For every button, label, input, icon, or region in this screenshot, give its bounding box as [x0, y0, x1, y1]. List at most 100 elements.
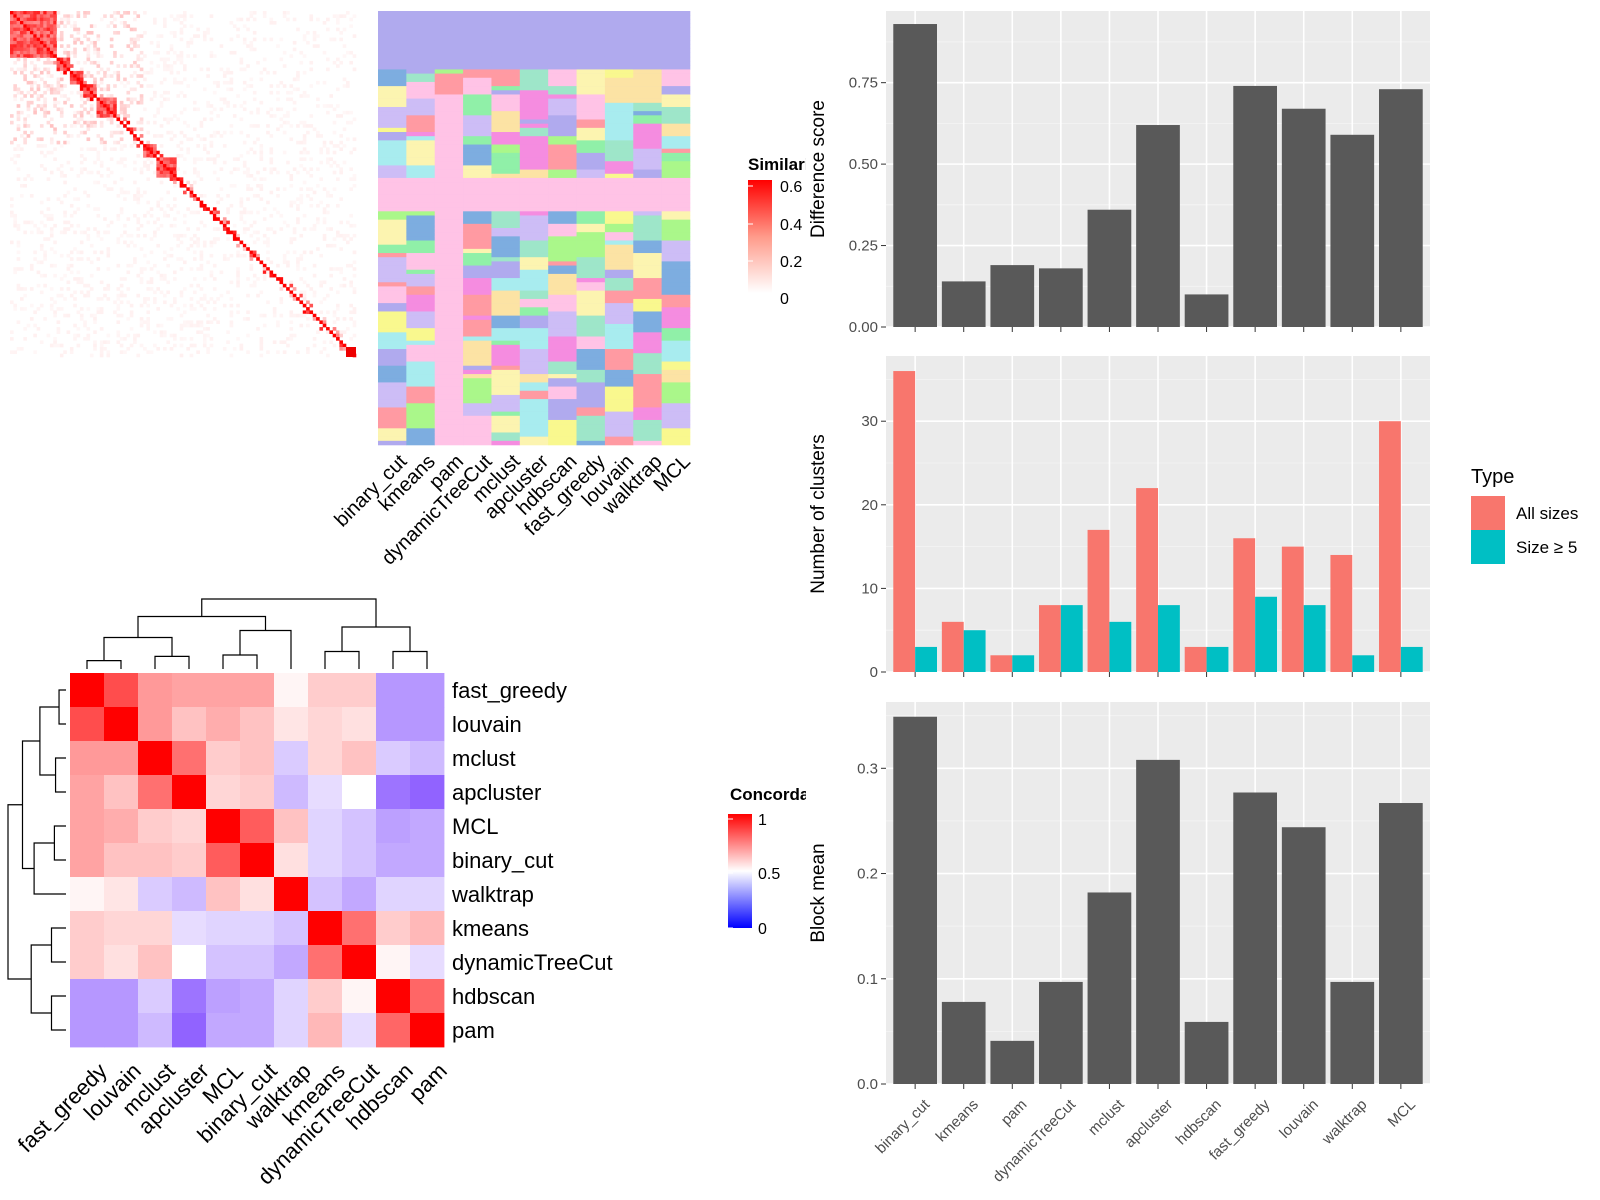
similarity-cell [163, 170, 167, 175]
assignment-cell [434, 428, 464, 433]
similarity-cell [99, 350, 104, 354]
similarity-cell [59, 343, 64, 348]
similarity-cell [202, 223, 207, 228]
similarity-cell [296, 257, 300, 261]
similarity-cell [282, 130, 287, 135]
assignment-cell [604, 98, 634, 104]
assignment-cell [406, 48, 436, 54]
similarity-cell [63, 17, 67, 22]
assignment-cell [604, 432, 634, 437]
similarity-cell [146, 317, 151, 321]
assignment-cell [519, 111, 549, 116]
similarity-cell [246, 293, 250, 298]
similarity-cell [16, 30, 21, 35]
concordance-cell [274, 673, 309, 708]
assignment-cell [434, 415, 464, 421]
similarity-cell [329, 267, 334, 271]
assignment-cell [576, 386, 606, 392]
similarity-cell [36, 307, 41, 311]
similarity-cell [23, 27, 27, 32]
similarity-cell [79, 124, 84, 128]
assignment-cell [491, 269, 521, 275]
similarity-cell [169, 253, 174, 258]
similarity-cell [173, 160, 177, 165]
similarity-cell [262, 14, 267, 18]
similarity-cell [16, 177, 21, 181]
similarity-cell [349, 110, 353, 115]
similarity-cell [276, 263, 280, 268]
similarity-cell [186, 227, 190, 231]
similarity-cell [239, 117, 244, 122]
similarity-cell [113, 70, 117, 75]
similarity-cell [139, 303, 144, 308]
similarity-cell [163, 250, 167, 255]
similarity-cell [202, 30, 207, 35]
similarity-cell [39, 54, 44, 58]
similarity-cell [219, 134, 224, 138]
similarity-cell [259, 260, 264, 265]
similarity-cell [302, 124, 307, 128]
similarity-cell [276, 84, 280, 88]
similarity-cell [123, 117, 127, 122]
similarity-cell [43, 50, 47, 55]
similarity-cell [176, 14, 180, 18]
assignment-cell [633, 407, 662, 412]
assignment-cell [406, 77, 436, 83]
similarity-cell [53, 104, 57, 108]
similarity-cell [336, 230, 340, 235]
similarity-cell [149, 207, 154, 211]
similarity-cell [106, 84, 111, 88]
similarity-cell [169, 44, 174, 48]
similarity-cell [143, 164, 147, 168]
similarity-cell [29, 193, 34, 198]
assignment-cell [576, 428, 606, 433]
assignment-cell [519, 56, 549, 62]
similarity-cell [49, 20, 54, 25]
similarity-cell [202, 137, 207, 142]
similarity-cell [349, 310, 353, 315]
assignment-cell [463, 81, 492, 87]
similarity-cell [29, 34, 34, 38]
assignment-cell [519, 407, 549, 412]
similarity-cell [232, 184, 237, 188]
similarity-cell [59, 44, 64, 48]
similarity-cell [59, 114, 64, 118]
similarity-cell [113, 114, 117, 118]
similarity-cell [186, 323, 190, 328]
similarity-cell [266, 200, 270, 205]
concordance-cell [70, 741, 105, 776]
assignment-cell [548, 123, 577, 129]
assignment-cell [604, 140, 634, 145]
similarity-cell [183, 260, 187, 265]
similarity-cell [192, 323, 197, 328]
similarity-cell [229, 320, 234, 325]
similarity-cell [206, 207, 210, 211]
similarity-cell [116, 240, 121, 245]
assignment-cell [576, 336, 606, 341]
assignment-cell [576, 173, 606, 179]
similarity-cell [183, 24, 187, 28]
similarity-cell [183, 337, 187, 341]
similarity-cell [159, 273, 164, 278]
similarity-cell [66, 227, 71, 231]
similarity-cell [192, 170, 197, 175]
assignment-cell [519, 115, 549, 120]
assignment-cell [633, 52, 662, 58]
assignment-cell [604, 282, 634, 287]
similarity-cell [43, 40, 47, 45]
assignment-cell [604, 257, 634, 262]
similarity-cell [256, 257, 260, 261]
bar [1039, 268, 1083, 327]
similarity-cell [322, 323, 327, 328]
row-dendrogram-branch [39, 706, 60, 776]
similarity-cell [199, 250, 204, 255]
similarity-cell [202, 333, 207, 338]
similarity-cell [16, 57, 21, 62]
similarity-cell [169, 64, 174, 68]
similarity-cell [79, 170, 84, 175]
similarity-cell [259, 70, 264, 75]
similarity-cell [83, 157, 87, 162]
similarity-cell [252, 90, 257, 95]
assignment-cell [491, 290, 521, 296]
